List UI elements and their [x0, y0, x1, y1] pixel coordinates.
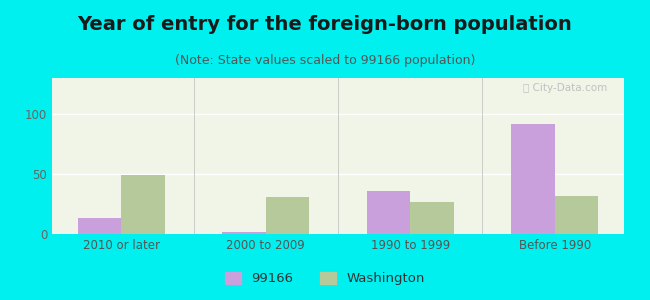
Bar — [222, 232, 266, 234]
Legend: 99166, Washington: 99166, Washington — [220, 266, 430, 290]
Bar — [78, 218, 122, 234]
Bar — [367, 191, 410, 234]
Bar — [266, 197, 309, 234]
Text: Ⓢ City-Data.com: Ⓢ City-Data.com — [523, 83, 607, 93]
Bar — [554, 196, 598, 234]
Bar — [122, 175, 164, 234]
Bar — [410, 202, 454, 234]
Bar — [512, 124, 554, 234]
Text: Year of entry for the foreign-born population: Year of entry for the foreign-born popul… — [77, 15, 573, 34]
Text: (Note: State values scaled to 99166 population): (Note: State values scaled to 99166 popu… — [175, 54, 475, 67]
